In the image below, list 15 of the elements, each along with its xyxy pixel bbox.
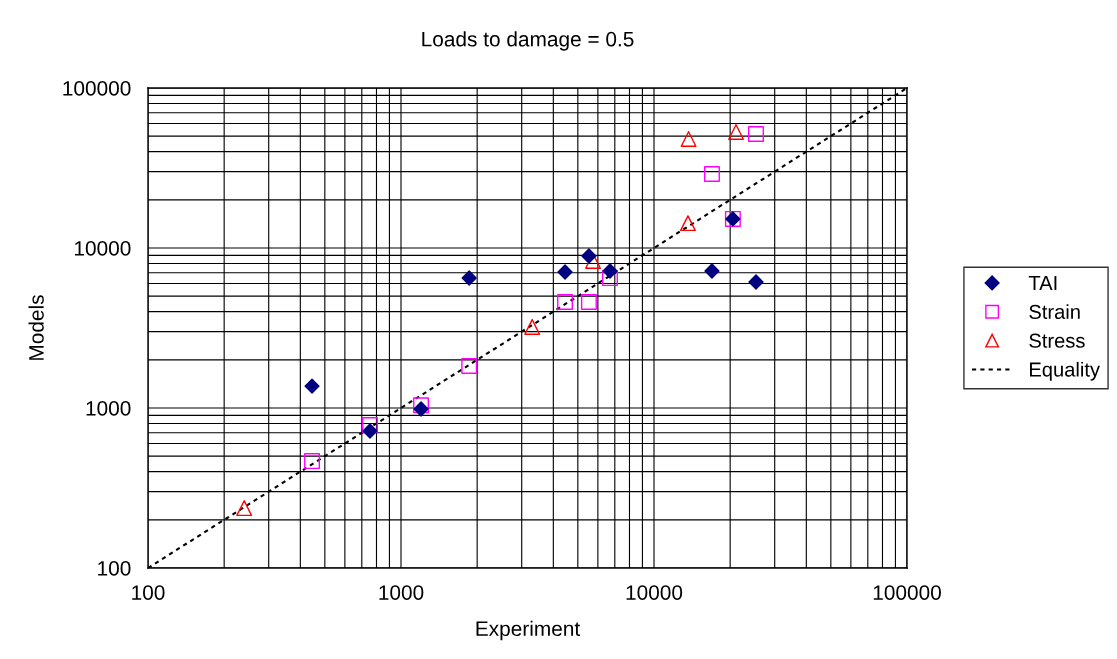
legend-label: Stress	[1029, 333, 1085, 348]
y-tick-label: 100	[98, 561, 131, 576]
legend-label: TAI	[1028, 276, 1057, 290]
legend-label: Equality	[1030, 361, 1100, 381]
x-tick-label: 1000	[379, 585, 424, 600]
x-tick-label: 100000	[873, 585, 941, 600]
chart-title: Loads to damage = 0.5	[422, 31, 634, 51]
x-tick-label: 100	[132, 585, 165, 600]
legend-label: Strain	[1029, 304, 1080, 319]
x-axis-title: Experiment	[476, 620, 581, 641]
y-axis-title: Models	[28, 295, 44, 360]
y-tick-label: 100000	[63, 81, 131, 96]
x-tick-label: 10000	[626, 585, 683, 600]
y-tick-label: 10000	[75, 241, 131, 256]
y-tick-label: 1000	[86, 401, 131, 416]
